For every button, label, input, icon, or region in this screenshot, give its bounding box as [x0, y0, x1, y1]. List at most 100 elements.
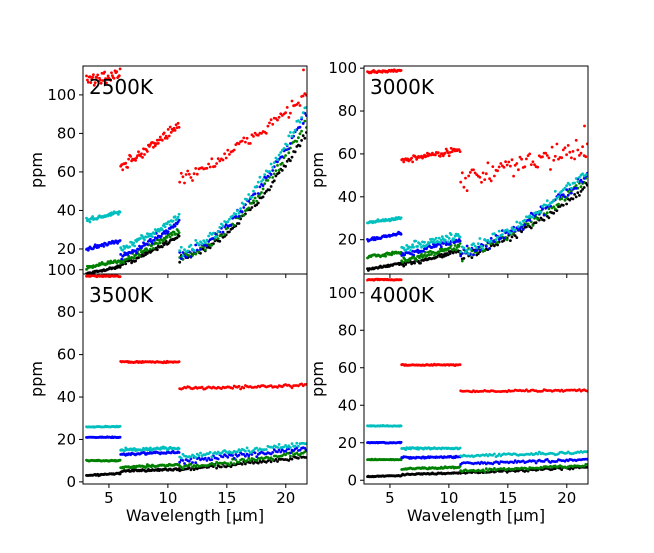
data-point — [216, 157, 220, 161]
data-point — [207, 162, 211, 166]
x-axis-label: Wavelength [μm] — [407, 506, 545, 525]
data-point — [574, 138, 578, 142]
data-point — [578, 176, 581, 179]
data-point — [143, 153, 146, 156]
data-point — [160, 245, 164, 249]
data-point — [266, 174, 270, 178]
data-point — [552, 211, 556, 215]
data-point — [277, 171, 281, 175]
data-point — [245, 136, 249, 140]
data-point — [189, 468, 193, 472]
data-point — [584, 155, 588, 159]
data-point — [210, 157, 214, 161]
data-point — [271, 122, 275, 126]
data-point — [234, 212, 238, 216]
data-point — [268, 121, 271, 125]
data-point — [168, 235, 172, 239]
data-point — [85, 74, 88, 78]
data-point — [229, 223, 233, 227]
data-point — [186, 249, 190, 253]
data-point — [297, 101, 300, 105]
data-point — [181, 254, 185, 258]
data-point — [105, 81, 108, 85]
data-point — [290, 442, 294, 445]
data-point — [269, 185, 273, 188]
data-point — [561, 193, 565, 197]
data-point — [534, 461, 538, 465]
data-point — [266, 179, 270, 182]
data-point — [178, 260, 182, 264]
data-point — [295, 140, 299, 143]
data-point — [553, 207, 557, 211]
data-point — [515, 236, 519, 240]
panel-3500k: 0 20 40 60 80 100 5 10 15 20 3500K ppm Wavelength [μ… — [27, 261, 308, 525]
data-point — [255, 446, 259, 450]
data-point — [253, 451, 257, 455]
data-point — [276, 386, 279, 389]
data-point — [531, 224, 535, 227]
data-point — [256, 192, 260, 195]
data-point — [403, 257, 407, 261]
data-point — [139, 154, 142, 158]
data-point — [129, 155, 133, 158]
data-point — [272, 448, 276, 452]
data-point — [488, 247, 491, 250]
data-point — [472, 242, 475, 246]
data-point — [402, 160, 406, 164]
data-point — [290, 386, 294, 390]
data-point — [480, 244, 483, 248]
data-point — [178, 249, 182, 253]
data-point — [509, 239, 512, 243]
data-point — [446, 240, 450, 244]
data-point — [507, 160, 511, 164]
data-point — [399, 278, 403, 282]
y-tick-label: 80 — [338, 321, 357, 339]
data-point — [478, 237, 482, 240]
data-point — [493, 240, 496, 244]
data-point — [523, 218, 527, 222]
data-point — [276, 158, 279, 162]
data-point — [568, 183, 572, 187]
data-point — [438, 243, 442, 246]
data-point — [248, 142, 252, 145]
data-point — [287, 459, 291, 462]
data-point — [489, 239, 493, 243]
data-point — [285, 159, 289, 163]
data-point — [478, 175, 482, 179]
data-point — [215, 466, 219, 470]
data-point — [290, 99, 294, 103]
data-point — [172, 126, 176, 130]
data-point — [200, 242, 204, 246]
data-point — [194, 167, 198, 170]
data-point — [462, 185, 466, 189]
data-point — [285, 143, 289, 147]
data-point — [464, 250, 467, 254]
x-axis-label: Wavelength [μm] — [126, 506, 264, 525]
data-point — [303, 136, 307, 140]
data-point — [252, 189, 255, 193]
data-point — [192, 249, 196, 252]
data-point — [581, 145, 584, 149]
data-point — [513, 163, 517, 167]
data-point — [512, 232, 515, 235]
data-point — [173, 129, 177, 132]
data-point — [561, 148, 565, 152]
data-point — [552, 198, 556, 202]
data-point — [195, 248, 199, 252]
data-point — [176, 215, 180, 219]
data-point — [269, 456, 273, 460]
data-point — [434, 236, 438, 240]
data-point — [284, 111, 287, 115]
data-point — [553, 154, 557, 158]
data-point — [486, 161, 490, 165]
data-point — [276, 450, 279, 454]
data-point — [271, 169, 275, 172]
data-point — [150, 232, 153, 236]
data-point — [228, 463, 231, 467]
data-point — [171, 219, 175, 223]
data-point — [221, 455, 225, 459]
data-point — [414, 239, 417, 243]
data-point — [255, 184, 259, 188]
data-point — [560, 156, 564, 160]
